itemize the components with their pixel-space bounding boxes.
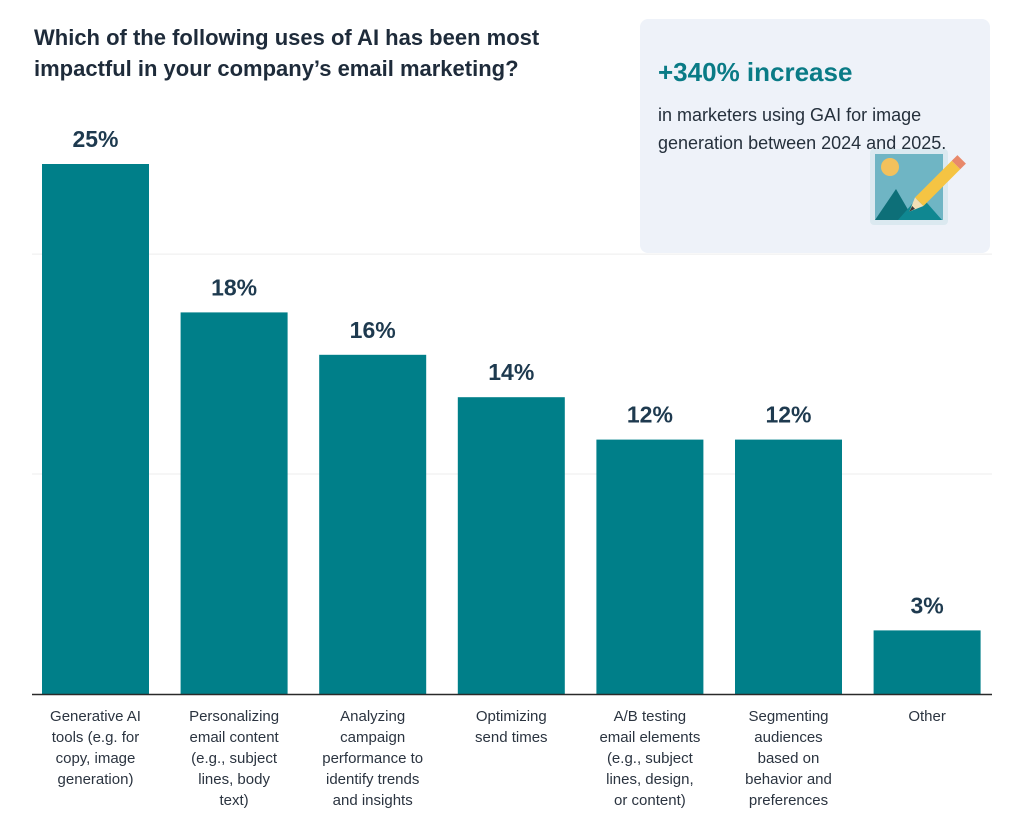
x-tick-label-line: lines, body bbox=[198, 771, 270, 788]
x-tick-label-line: identify trends bbox=[325, 771, 420, 788]
bar bbox=[873, 630, 981, 694]
data-label: 16% bbox=[350, 317, 396, 343]
stat-callout: +340% increase in marketers using GAI fo… bbox=[640, 19, 990, 253]
x-tick-label-line: or content) bbox=[614, 792, 686, 809]
x-tick-label-line: Segmenting bbox=[748, 708, 829, 725]
x-tick-label-line: performance to bbox=[322, 750, 424, 767]
x-tick-label-line: preferences bbox=[748, 792, 829, 809]
x-tick-label: Personalizing email content (e.g., subject… bbox=[164, 706, 304, 811]
x-tick-label-line: Personalizing bbox=[189, 708, 280, 725]
callout-headline: +340% increase bbox=[658, 57, 853, 87]
x-tick-label-line: A/B testing bbox=[613, 708, 687, 725]
callout-body: in marketers using GAI for image generat… bbox=[658, 105, 947, 153]
chart-title-line-1: Which of the following uses of AI has be… bbox=[34, 25, 540, 50]
x-tick-label: Optimizing send times bbox=[441, 706, 581, 748]
x-tick-label: Generative AI tools (e.g. for copy, image g… bbox=[26, 706, 166, 790]
data-label: 25% bbox=[72, 126, 118, 152]
x-tick-label-line: Optimizing bbox=[475, 708, 547, 725]
data-label: 3% bbox=[910, 592, 943, 618]
data-label: 18% bbox=[211, 274, 257, 300]
x-tick-label-line: Other bbox=[908, 708, 946, 725]
data-label: 12% bbox=[765, 402, 811, 428]
bar bbox=[596, 439, 704, 694]
bar bbox=[457, 397, 565, 694]
x-tick-label-line: send times bbox=[475, 729, 548, 746]
x-tick-label-line: campaign bbox=[340, 729, 406, 746]
x-tick-label: Other bbox=[857, 706, 997, 727]
x-tick-label-line: copy, image bbox=[55, 750, 136, 767]
x-tick-label: A/B testing email elements (e.g., subject l… bbox=[580, 706, 720, 811]
bar bbox=[319, 354, 427, 694]
chart-title-line-2: impactful in your company’s email market… bbox=[34, 56, 519, 81]
x-tick-label-line: behavior and bbox=[745, 771, 832, 788]
bar bbox=[42, 164, 149, 694]
x-tick-label-line: based on bbox=[757, 750, 820, 767]
x-tick-label-line: email content bbox=[189, 729, 279, 746]
image-edit-icon bbox=[870, 149, 966, 225]
bar bbox=[180, 312, 288, 694]
data-label: 12% bbox=[627, 402, 673, 428]
x-tick-label-line: lines, design, bbox=[606, 771, 694, 788]
x-tick-label-line: Generative AI bbox=[50, 708, 141, 725]
x-tick-label-line: (e.g., subject bbox=[191, 750, 278, 767]
x-tick-label-line: Analyzing bbox=[340, 708, 406, 725]
x-tick-label-line: (e.g., subject bbox=[606, 750, 693, 767]
x-tick-label-line: tools (e.g. for bbox=[51, 729, 140, 746]
x-tick-label-line: text) bbox=[219, 792, 249, 809]
data-label: 14% bbox=[488, 359, 534, 385]
x-tick-label-line: and insights bbox=[332, 792, 413, 809]
x-tick-label-line: generation) bbox=[57, 771, 134, 788]
x-tick-label-line: email elements bbox=[599, 729, 701, 746]
x-tick-label: Segmenting audiences based on behavior and p… bbox=[719, 706, 859, 811]
x-tick-label: Analyzing campaign performance to identify … bbox=[303, 706, 443, 811]
x-tick-label-line: audiences bbox=[754, 729, 823, 746]
chart-title: Which of the following uses of AI has be… bbox=[34, 22, 594, 84]
bar bbox=[735, 439, 842, 694]
